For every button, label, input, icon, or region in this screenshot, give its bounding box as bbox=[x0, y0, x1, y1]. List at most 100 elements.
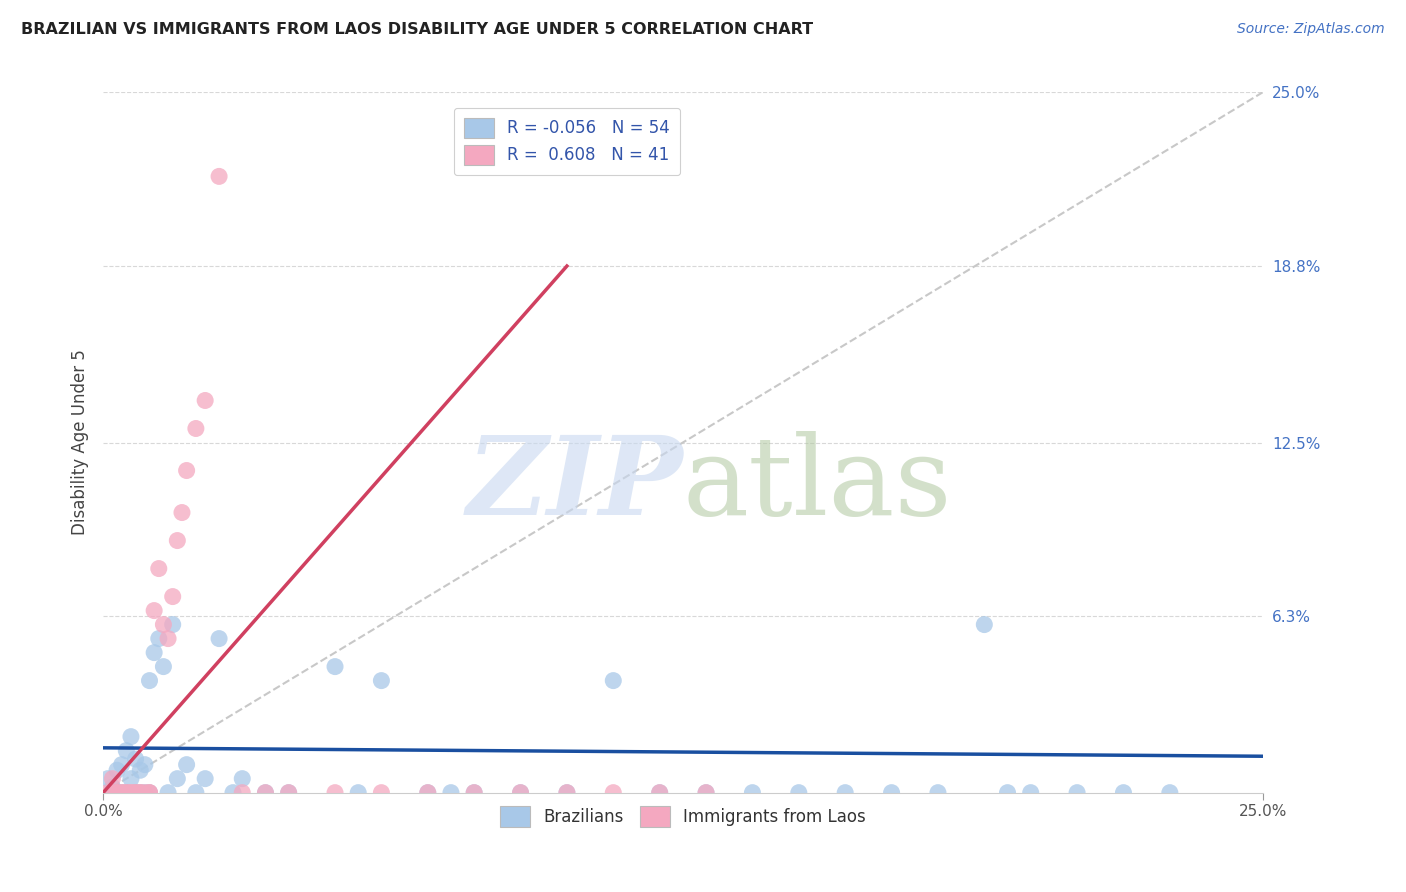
Point bbox=[138, 786, 160, 800]
Point bbox=[323, 786, 346, 800]
Point bbox=[115, 786, 138, 800]
Point bbox=[231, 786, 253, 800]
Point bbox=[134, 757, 156, 772]
Point bbox=[176, 463, 198, 477]
Point bbox=[997, 786, 1019, 800]
Point bbox=[148, 561, 170, 575]
Point bbox=[166, 772, 188, 786]
Point bbox=[208, 169, 231, 184]
Point bbox=[105, 764, 128, 778]
Point bbox=[1159, 786, 1181, 800]
Point bbox=[277, 786, 299, 800]
Point bbox=[152, 659, 174, 673]
Point bbox=[416, 786, 439, 800]
Point bbox=[162, 617, 184, 632]
Point bbox=[124, 752, 146, 766]
Point bbox=[1019, 786, 1042, 800]
Point bbox=[222, 786, 245, 800]
Point bbox=[134, 786, 156, 800]
Point bbox=[152, 617, 174, 632]
Point bbox=[148, 632, 170, 646]
Point bbox=[120, 786, 142, 800]
Point bbox=[101, 786, 124, 800]
Point bbox=[124, 786, 146, 800]
Point bbox=[120, 730, 142, 744]
Point bbox=[787, 786, 810, 800]
Point bbox=[129, 764, 152, 778]
Point bbox=[208, 632, 231, 646]
Point bbox=[134, 786, 156, 800]
Point bbox=[277, 786, 299, 800]
Point bbox=[184, 421, 207, 435]
Point bbox=[143, 646, 166, 660]
Point bbox=[101, 780, 124, 794]
Point bbox=[97, 772, 120, 786]
Point bbox=[111, 786, 134, 800]
Point bbox=[129, 786, 152, 800]
Point bbox=[120, 786, 142, 800]
Point bbox=[157, 786, 180, 800]
Point bbox=[1066, 786, 1088, 800]
Point bbox=[129, 786, 152, 800]
Point bbox=[111, 786, 134, 800]
Point bbox=[463, 786, 485, 800]
Point bbox=[555, 786, 578, 800]
Point bbox=[927, 786, 949, 800]
Point bbox=[254, 786, 277, 800]
Point bbox=[323, 659, 346, 673]
Legend: Brazilians, Immigrants from Laos: Brazilians, Immigrants from Laos bbox=[494, 799, 873, 833]
Point bbox=[111, 786, 134, 800]
Point bbox=[194, 393, 217, 408]
Point bbox=[194, 772, 217, 786]
Point bbox=[555, 786, 578, 800]
Text: Source: ZipAtlas.com: Source: ZipAtlas.com bbox=[1237, 22, 1385, 37]
Y-axis label: Disability Age Under 5: Disability Age Under 5 bbox=[72, 350, 89, 535]
Point bbox=[695, 786, 717, 800]
Point bbox=[143, 604, 166, 618]
Point bbox=[440, 786, 463, 800]
Point bbox=[124, 786, 146, 800]
Text: ZIP: ZIP bbox=[467, 431, 683, 538]
Point bbox=[105, 786, 128, 800]
Point bbox=[124, 786, 146, 800]
Point bbox=[602, 786, 624, 800]
Point bbox=[111, 757, 134, 772]
Point bbox=[509, 786, 531, 800]
Point bbox=[741, 786, 763, 800]
Point bbox=[138, 673, 160, 688]
Point bbox=[162, 590, 184, 604]
Point bbox=[105, 786, 128, 800]
Point bbox=[176, 757, 198, 772]
Point bbox=[1112, 786, 1135, 800]
Point bbox=[138, 786, 160, 800]
Point bbox=[157, 632, 180, 646]
Point bbox=[648, 786, 671, 800]
Point bbox=[129, 786, 152, 800]
Point bbox=[120, 772, 142, 786]
Point bbox=[115, 786, 138, 800]
Point bbox=[105, 786, 128, 800]
Point bbox=[347, 786, 370, 800]
Point bbox=[138, 786, 160, 800]
Point bbox=[170, 506, 193, 520]
Point bbox=[648, 786, 671, 800]
Point bbox=[834, 786, 856, 800]
Point bbox=[166, 533, 188, 548]
Point bbox=[254, 786, 277, 800]
Point bbox=[101, 772, 124, 786]
Point bbox=[880, 786, 903, 800]
Point bbox=[115, 744, 138, 758]
Point bbox=[231, 772, 253, 786]
Point bbox=[602, 673, 624, 688]
Text: atlas: atlas bbox=[683, 431, 952, 538]
Point bbox=[509, 786, 531, 800]
Point bbox=[370, 673, 392, 688]
Point bbox=[370, 786, 392, 800]
Point bbox=[416, 786, 439, 800]
Point bbox=[184, 786, 207, 800]
Point bbox=[463, 786, 485, 800]
Point bbox=[115, 786, 138, 800]
Point bbox=[97, 786, 120, 800]
Point bbox=[695, 786, 717, 800]
Text: BRAZILIAN VS IMMIGRANTS FROM LAOS DISABILITY AGE UNDER 5 CORRELATION CHART: BRAZILIAN VS IMMIGRANTS FROM LAOS DISABI… bbox=[21, 22, 813, 37]
